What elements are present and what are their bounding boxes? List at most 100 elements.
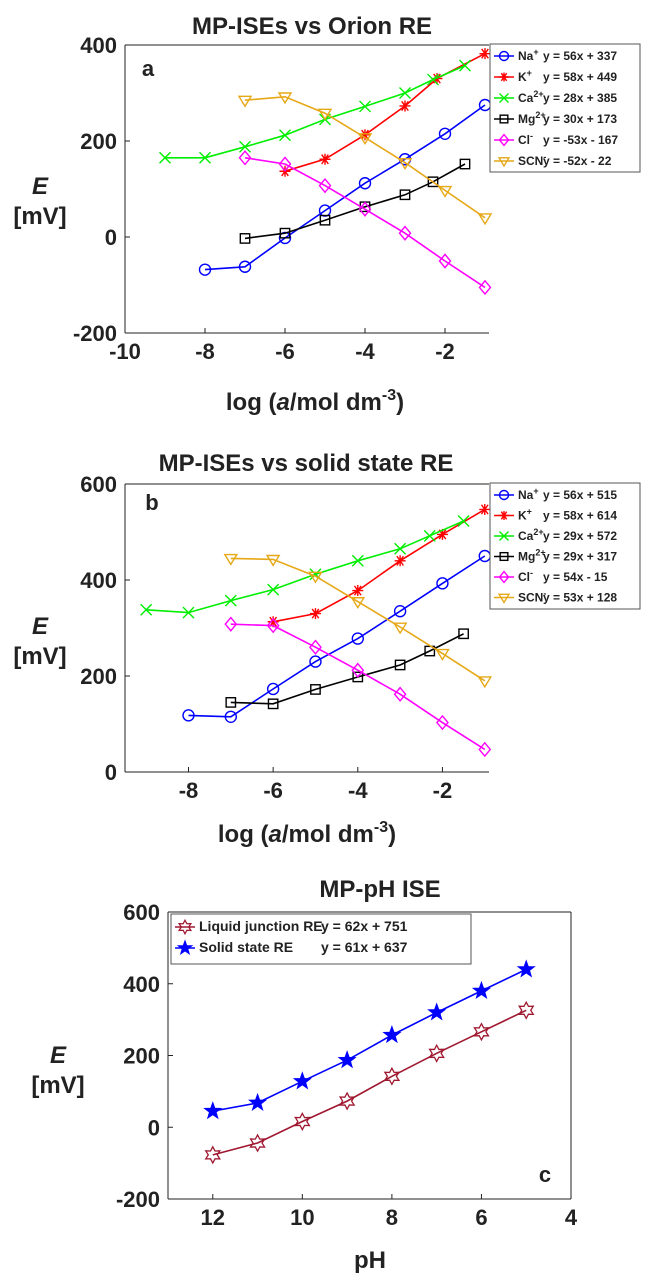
legend-box: [170, 913, 472, 965]
series-5: [223, 553, 493, 689]
data-point: [203, 1101, 223, 1120]
y-tick-label: -200: [73, 321, 117, 346]
y-axis-label: E [mV]: [31, 1042, 84, 1099]
y-tick-label: 400: [123, 972, 160, 997]
y-tick-label: 0: [105, 225, 117, 250]
data-point: [438, 253, 452, 269]
data-point: [294, 1112, 311, 1131]
y-tick-label: 200: [123, 1044, 160, 1069]
data-point: [352, 585, 364, 597]
series-4: [224, 616, 492, 758]
y-axis-label: E [mV]: [13, 613, 66, 670]
legend-entry: Cl-y = -53x - 167: [494, 131, 618, 147]
series-1: [203, 959, 536, 1120]
series-0: [204, 1000, 535, 1165]
data-point: [399, 189, 411, 201]
data-point: [277, 92, 293, 105]
series-line: [230, 557, 486, 682]
y-tick-label: 200: [80, 664, 117, 689]
series-5: [237, 92, 493, 226]
data-point: [266, 682, 280, 696]
y-tick-label: 0: [105, 760, 117, 785]
x-axis-label: log (a/mol dm-3): [226, 387, 404, 416]
legend-entry: Solid state RE y = 61x + 637: [175, 939, 408, 956]
data-point: [159, 151, 171, 164]
y-axis-unit: [mV]: [13, 643, 66, 670]
legend-fit: y = 58x + 614: [543, 509, 617, 523]
y-axis-unit: [mV]: [31, 1072, 84, 1099]
legend-swatch-marker: [499, 72, 509, 82]
data-point: [199, 151, 211, 164]
legend-fit: y = -52x - 22: [543, 154, 612, 168]
data-point: [352, 671, 364, 683]
data-point: [309, 639, 322, 655]
x-axis-label: pH: [354, 1247, 386, 1274]
legend-swatch-marker: [498, 570, 510, 584]
data-point: [359, 100, 371, 113]
legend-entry: K+ y = 58x + 449: [494, 68, 617, 84]
legend-fit: y = -53x - 167: [543, 133, 618, 147]
data-point: [317, 108, 333, 121]
data-point: [239, 233, 251, 244]
data-point: [224, 710, 238, 723]
panel-label: b: [145, 490, 158, 515]
y-tick-label: -200: [116, 1187, 160, 1212]
legend-entry: Cl-y = 54x - 15: [494, 568, 608, 584]
data-point: [399, 87, 411, 99]
data-point: [477, 676, 493, 689]
legend-swatch-marker: [499, 114, 509, 124]
data-point: [438, 127, 452, 141]
legend-label: Na+: [518, 47, 539, 63]
data-point: [436, 528, 448, 540]
x-tick-label: -8: [195, 339, 215, 364]
legend-fit: y = 62x + 751: [321, 918, 408, 934]
series-line: [272, 508, 486, 623]
series-line: [204, 104, 486, 271]
series-0: [182, 549, 491, 723]
legend-label: Mg2+: [518, 110, 546, 126]
x-tick-label: -10: [109, 339, 141, 364]
data-point: [238, 150, 252, 166]
x-tick-label: 8: [386, 1205, 398, 1230]
data-point: [393, 605, 407, 618]
data-point: [351, 662, 365, 678]
data-point: [224, 616, 238, 632]
data-point: [278, 156, 292, 172]
data-point: [394, 659, 406, 671]
data-point: [427, 176, 439, 188]
data-point: [427, 73, 439, 86]
series-4: [238, 150, 492, 296]
chart-title: MP-ISEs vs solid state RE: [159, 450, 454, 477]
series-3: [239, 158, 471, 244]
legend-swatch-marker: [499, 511, 509, 520]
series-line: [212, 1009, 527, 1156]
legend-label: Na+: [518, 486, 539, 502]
data-point: [292, 1071, 312, 1090]
legend-entry: Mg2+y = 30x + 173: [494, 110, 617, 126]
panel-label: a: [142, 56, 155, 81]
data-point: [459, 158, 471, 170]
legend-entry: Liquid junction REy = 62x + 751: [175, 918, 408, 936]
data-point: [308, 571, 323, 584]
data-point: [198, 263, 212, 276]
x-tick-label: -2: [433, 778, 453, 803]
data-point: [457, 514, 470, 527]
legend-label: K+: [518, 68, 532, 84]
data-point: [399, 100, 411, 112]
data-point: [518, 1000, 535, 1020]
data-point: [423, 529, 436, 542]
y-tick-label: 600: [123, 900, 160, 925]
x-tick-label: 10: [290, 1205, 314, 1230]
series-line: [244, 95, 486, 219]
legend-label: Cl-: [518, 131, 533, 147]
data-point: [398, 225, 412, 241]
legend-label: SCN-: [518, 589, 546, 605]
series-line: [244, 163, 466, 240]
x-tick-label: -6: [275, 339, 295, 364]
x-tick-label: 12: [201, 1205, 225, 1230]
chart-panel-c: MP-pH ISE 12 10 8 6 4 -200 0 200 400 600 pH E [mV] c Li…: [31, 876, 578, 1274]
legend-swatch-marker: [499, 93, 509, 103]
data-point: [267, 616, 279, 628]
data-point: [427, 1002, 447, 1021]
